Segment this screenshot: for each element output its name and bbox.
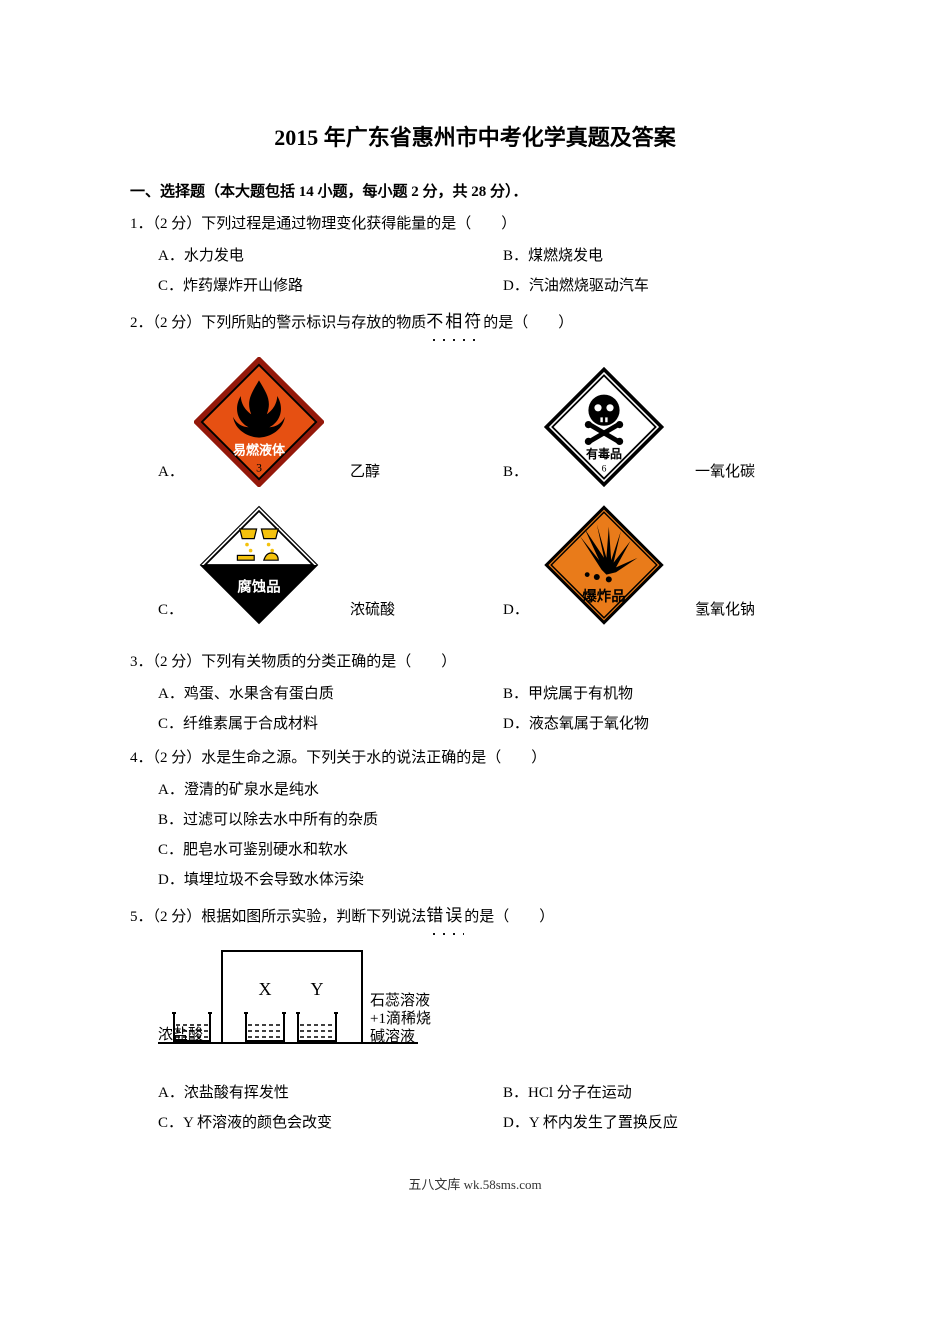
question-1: 1．（2 分）下列过程是通过物理变化获得能量的是（ ） A．水力发电 B．煤燃烧… — [130, 209, 820, 301]
q5-option-d: D．Y 杯内发生了置换反应 — [475, 1108, 820, 1138]
question-5: 5．（2 分）根据如图所示实验，判断下列说法错误的是（ ） — [130, 899, 820, 1138]
svg-text:6: 6 — [602, 463, 607, 474]
q3-option-d: D．液态氧属于氧化物 — [475, 709, 820, 739]
svg-text:Y: Y — [311, 979, 324, 999]
q2-d-letter: D． — [475, 595, 539, 625]
svg-text:浓盐酸: 浓盐酸 — [158, 1026, 203, 1043]
question-2: 2．（2 分）下列所贴的警示标识与存放的物质不相符的是（ ） A． 易燃液体 3… — [130, 305, 820, 643]
q4-option-d: D．填埋垃圾不会导致水体污染 — [130, 865, 820, 895]
q5-option-b: B．HCl 分子在运动 — [475, 1078, 820, 1108]
q5-stem-emph: 错误 — [426, 899, 464, 933]
q4-option-a: A．澄清的矿泉水是纯水 — [130, 775, 820, 805]
q2-c-text: 浓硫酸 — [324, 595, 395, 625]
q5-option-a: A．浓盐酸有挥发性 — [130, 1078, 475, 1108]
q5-stem-post: 的是（ ） — [464, 909, 554, 925]
q2-option-b: B． — [475, 357, 820, 487]
q1-option-b: B．煤燃烧发电 — [475, 241, 820, 271]
section-header: 一、选择题（本大题包括 14 小题，每小题 2 分，共 28 分）． — [130, 180, 820, 201]
toxic-icon: 有毒品 6 — [544, 367, 664, 487]
q5-option-c: C．Y 杯溶液的颜色会改变 — [130, 1108, 475, 1138]
svg-text:+1滴稀烧: +1滴稀烧 — [370, 1009, 431, 1027]
q2-option-d: D． 爆炸品 氢氧化钠 — [475, 505, 820, 625]
q2-a-text: 乙醇 — [324, 457, 380, 487]
q2-b-letter: B． — [475, 457, 539, 487]
svg-text:碱溶液: 碱溶液 — [370, 1028, 415, 1045]
q2-stem-emph: 不相符 — [426, 305, 483, 339]
q1-stem: 1．（2 分）下列过程是通过物理变化获得能量的是（ ） — [130, 209, 820, 239]
flammable-liquid-icon: 易燃液体 3 — [194, 357, 324, 487]
q1-option-a: A．水力发电 — [130, 241, 475, 271]
svg-text:爆炸品: 爆炸品 — [582, 587, 625, 605]
q3-option-c: C．纤维素属于合成材料 — [130, 709, 475, 739]
q1-option-d: D．汽油燃烧驱动汽车 — [475, 271, 820, 301]
q2-option-a: A． 易燃液体 3 乙醇 — [130, 357, 475, 487]
q3-stem: 3．（2 分）下列有关物质的分类正确的是（ ） — [130, 647, 820, 677]
q5-stem: 5．（2 分）根据如图所示实验，判断下列说法错误的是（ ） — [130, 899, 820, 933]
q5-stem-pre: 5．（2 分）根据如图所示实验，判断下列说法 — [130, 909, 426, 925]
experiment-diagram-icon: X Y 石蕊溶液 +1滴稀烧 碱溶液 浓盐酸 — [158, 943, 458, 1063]
svg-text:易燃液体: 易燃液体 — [233, 443, 286, 458]
q3-option-b: B．甲烷属于有机物 — [475, 679, 820, 709]
svg-text:3: 3 — [256, 461, 262, 474]
corrosive-icon: 腐蚀品 — [199, 505, 319, 625]
q2-stem: 2．（2 分）下列所贴的警示标识与存放的物质不相符的是（ ） — [130, 305, 820, 339]
q4-stem: 4．（2 分）水是生命之源。下列关于水的说法正确的是（ ） — [130, 743, 820, 773]
q2-stem-post: 的是（ ） — [483, 315, 573, 331]
question-4: 4．（2 分）水是生命之源。下列关于水的说法正确的是（ ） A．澄清的矿泉水是纯… — [130, 743, 820, 895]
q2-d-text: 氢氧化钠 — [669, 595, 755, 625]
q1-option-c: C．炸药爆炸开山修路 — [130, 271, 475, 301]
q2-a-letter: A． — [130, 457, 194, 487]
q2-b-text: 一氧化碳 — [669, 457, 755, 487]
svg-text:腐蚀品: 腐蚀品 — [237, 577, 280, 595]
q3-option-a: A．鸡蛋、水果含有蛋白质 — [130, 679, 475, 709]
explosive-icon: 爆炸品 — [544, 505, 664, 625]
page-title: 2015 年广东省惠州市中考化学真题及答案 — [130, 120, 820, 152]
q4-option-c: C．肥皂水可鉴别硬水和软水 — [130, 835, 820, 865]
q2-stem-pre: 2．（2 分）下列所贴的警示标识与存放的物质 — [130, 315, 426, 331]
svg-text:有毒品: 有毒品 — [586, 446, 622, 461]
q4-option-b: B．过滤可以除去水中所有的杂质 — [130, 805, 820, 835]
question-3: 3．（2 分）下列有关物质的分类正确的是（ ） A．鸡蛋、水果含有蛋白质 B．甲… — [130, 647, 820, 739]
q2-option-c: C． — [130, 505, 475, 625]
q2-c-letter: C． — [130, 595, 194, 625]
svg-text:X: X — [259, 979, 272, 999]
page-footer: 五八文库 wk.58sms.com — [130, 1174, 820, 1193]
svg-text:石蕊溶液: 石蕊溶液 — [370, 992, 430, 1009]
